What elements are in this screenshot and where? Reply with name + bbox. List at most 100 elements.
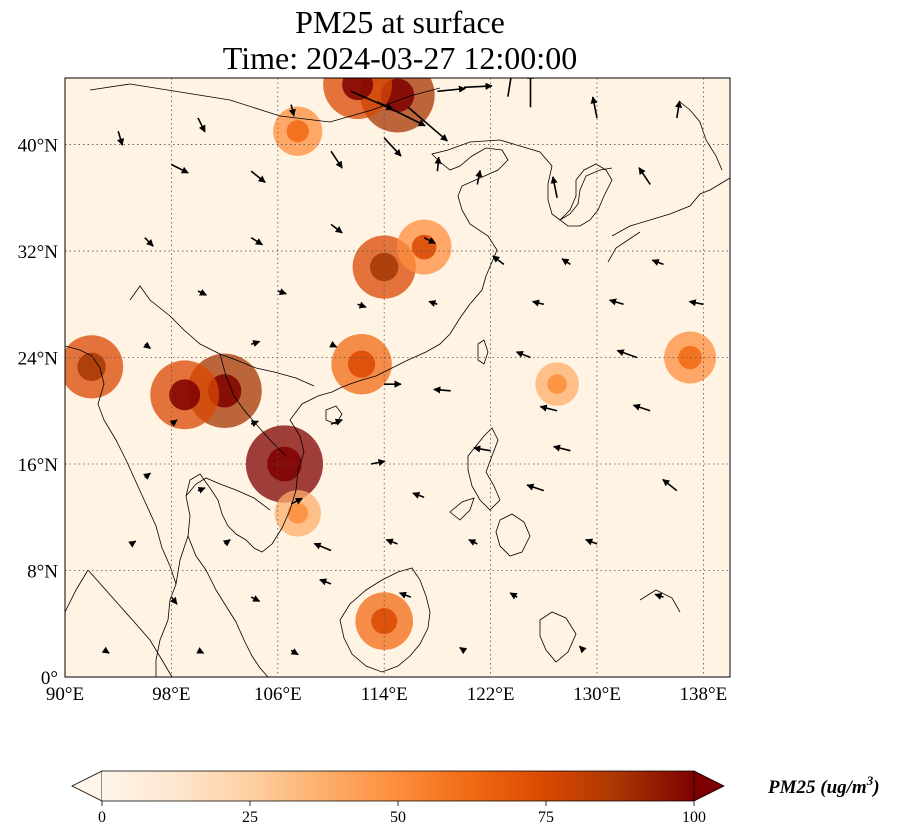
wind-arrow [329,340,338,348]
wind-vectors [101,78,704,656]
wind-arrow [578,645,587,654]
wind-arrow [144,237,154,247]
wind-arrow [531,299,544,307]
lon-tick-label: 106°E [254,684,302,705]
lat-tick-label: 32°N [18,242,59,263]
lon-tick-label: 130°E [573,684,621,705]
wind-arrow [550,176,558,198]
wind-arrow [590,96,598,119]
lat-tick-label: 8°N [27,562,58,583]
wind-arrow [526,483,545,492]
wind-arrow [377,101,426,127]
wind-arrow [433,386,451,394]
wind-arrow [507,78,512,97]
wind-arrow [170,596,178,605]
pm25-hotspot-core [348,350,376,378]
wind-arrow [101,646,110,654]
wind-arrow [437,85,467,93]
wind-arrow [277,288,287,296]
colorbar-extend-low [71,770,103,802]
colorbar-tick-label: 25 [242,809,258,826]
wind-arrow [561,258,571,266]
wind-arrow [250,595,261,603]
wind-arrow [250,420,259,428]
wind-arrow [616,349,638,359]
lat-tick-label: 0° [41,668,58,689]
wind-arrow [370,458,386,467]
wind-arrow [383,137,402,157]
wind-arrow [290,497,303,505]
colorbar-label-close: ) [871,777,879,798]
colorbar-tick-label: 100 [682,809,706,826]
wind-arrow [492,255,505,265]
wind-arrow [197,117,206,133]
wind-arrow [459,646,468,655]
wind-arrow [434,156,442,172]
wind-arrow [288,104,296,117]
wind-arrow [196,647,205,654]
wind-arrow [688,299,704,307]
wind-arrow [117,131,124,146]
wind-arrow [250,237,264,246]
wind-arrow [171,163,189,174]
wind-arrow [290,648,299,656]
wind-arrow [475,169,483,185]
wind-arrow [319,578,332,586]
wind-arrow [250,340,261,347]
wind-arrow [330,150,343,169]
axis-tick-labels: 90°E 98°E 106°E 114°E 122°E 130°E 138°E 0° 8°N 16… [18,136,728,705]
coastlines [65,83,730,677]
wind-arrow [552,444,571,452]
wind-arrow [398,591,412,599]
lon-tick-label: 90°E [46,684,84,705]
wind-arrow [585,538,598,546]
pm25-hotspot-core [267,446,302,482]
wind-arrow [197,486,206,494]
gridlines [65,78,730,677]
lon-tick-label: 114°E [361,684,408,705]
wind-arrow [330,418,343,426]
wind-arrow [674,100,683,119]
colorbar-label-text: PM25 (ug/m [767,777,867,798]
pm25-hotspot-core [371,608,398,635]
lat-tick-label: 40°N [18,136,59,157]
wind-arrow [169,419,178,427]
colorbar-label-superscript: 3 [866,773,874,788]
wind-arrow [638,167,651,185]
wind-arrow [222,539,231,547]
colorbar: 0 25 50 75 100 PM25 (ug/m3) [71,770,880,826]
wind-arrow [539,404,558,412]
wind-arrow [357,301,367,309]
wind-arrow [515,350,531,359]
pm25-hotspot-core [547,374,567,394]
wind-arrow [651,259,664,266]
lon-tick-label: 98°E [152,684,190,705]
wind-arrow [143,472,151,480]
wind-arrow [463,82,493,90]
wind-arrow [412,492,425,499]
wind-arrow [250,170,266,184]
lon-tick-label: 138°E [680,684,728,705]
map-title-line1: PM25 at surface [295,4,505,40]
wind-arrow [330,223,343,234]
wind-arrow [654,592,664,600]
wind-arrow [407,106,448,142]
colorbar-tick-label: 0 [98,809,106,826]
colorbar-ticks: 0 25 50 75 100 [98,801,706,826]
lat-tick-label: 16°N [18,455,59,476]
wind-arrow [509,592,518,600]
wind-arrow [468,538,478,546]
wind-arrow [385,538,398,546]
map-title-line2: Time: 2024-03-27 12:00:00 [222,40,578,76]
pm25-hotspot-core [287,502,309,524]
colorbar-tick-label: 75 [538,809,554,826]
map-frame [64,77,731,678]
wind-arrow [632,403,651,412]
colorbar-bar [102,771,694,801]
wind-arrow [473,445,491,453]
wind-arrow [197,289,208,296]
colorbar-label: PM25 (ug/m3) [767,773,880,798]
lat-tick-label: 24°N [18,349,59,370]
map-plot-area [65,78,730,677]
